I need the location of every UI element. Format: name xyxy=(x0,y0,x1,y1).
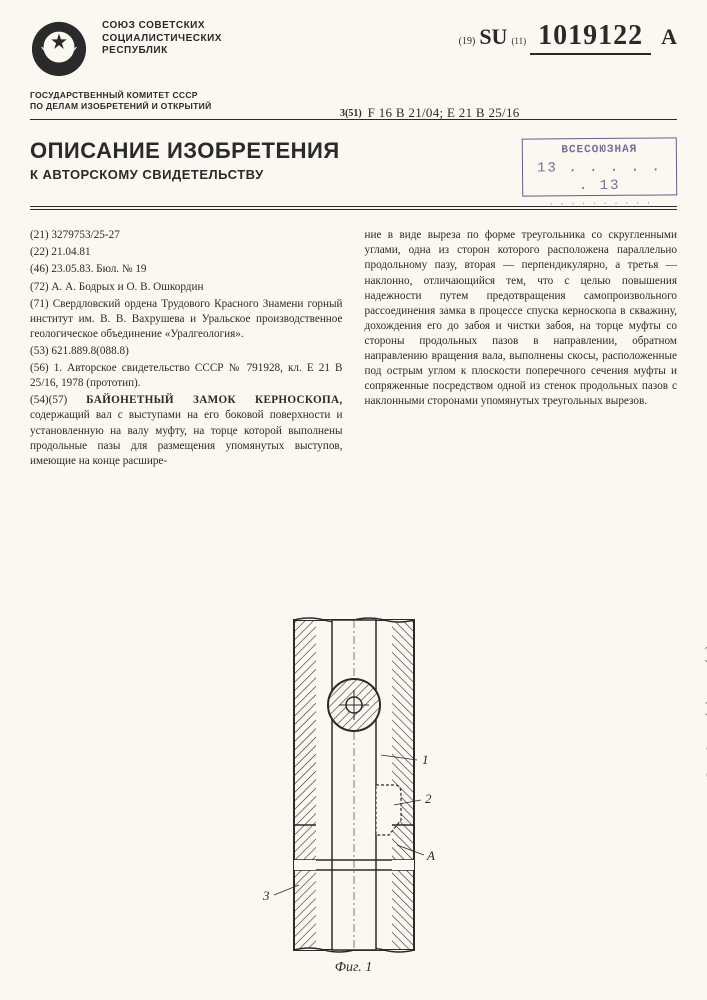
field-56: (56) 1. Авторское свидетельство СССР № 7… xyxy=(30,361,343,391)
field-71: (71) Свердловский ордена Трудового Красн… xyxy=(30,297,343,342)
pub-kind: A xyxy=(701,844,707,860)
column-right: ние в виде выреза по форме треугольника … xyxy=(365,228,678,471)
committee-line: ГОСУДАРСТВЕННЫЙ КОМИТЕТ СССР xyxy=(30,90,677,101)
title-block: ОПИСАНИЕ ИЗОБРЕТЕНИЯ К АВТОРСКОМУ СВИДЕТ… xyxy=(30,138,677,196)
svg-text:2: 2 xyxy=(425,791,432,806)
body-columns: (21) 3279753/25-27 (22) 21.04.81 (46) 23… xyxy=(30,228,677,471)
sub-title: К АВТОРСКОМУ СВИДЕТЕЛЬСТВУ xyxy=(30,167,502,182)
field-53: (53) 621.889.8(088.8) xyxy=(30,344,343,359)
invention-title: БАЙОНЕТНЫЙ ЗАМОК КЕРНОСКОПА, xyxy=(86,394,342,406)
ipc-classification: 3(51) F 16 B 21/04; E 21 B 25/16 xyxy=(340,105,520,121)
main-title: ОПИСАНИЕ ИЗОБРЕТЕНИЯ xyxy=(30,138,502,164)
ipc-codes: F 16 B 21/04; E 21 B 25/16 xyxy=(368,105,520,121)
publication-number: (19) SU (11) 1019122 A xyxy=(459,20,677,55)
pub-num: 1019122 xyxy=(699,720,707,834)
divider xyxy=(30,209,677,210)
field-21: (21) 3279753/25-27 xyxy=(30,228,343,243)
header: СОЮЗ СОВЕТСКИХ СОЦИАЛИСТИЧЕСКИХ РЕСПУБЛИ… xyxy=(30,20,677,78)
ipc-prefix: 3(51) xyxy=(340,108,362,119)
pub-kind: A xyxy=(661,24,677,50)
ussr-emblem-icon xyxy=(30,20,88,78)
library-stamp: ВСЕСОЮЗНАЯ 13 . . . . . . 13 . . . . . .… xyxy=(522,138,678,197)
pub-country: SU xyxy=(479,24,507,50)
field-46: (46) 23.05.83. Бюл. № 19 xyxy=(30,262,343,277)
field-22: (22) 21.04.81 xyxy=(30,245,343,260)
patent-page: СОЮЗ СОВЕТСКИХ СОЦИАЛИСТИЧЕСКИХ РЕСПУБЛИ… xyxy=(0,0,707,1000)
pub-idx: (11) xyxy=(511,36,526,46)
union-line: СОЦИАЛИСТИЧЕСКИХ xyxy=(102,33,222,46)
field-54: (54)(57) БАЙОНЕТНЫЙ ЗАМОК КЕРНОСКОПА, со… xyxy=(30,393,343,469)
stamp-line: . . . . . . . . . . xyxy=(529,196,670,209)
stamp-line: ВСЕСОЮЗНАЯ xyxy=(529,143,670,159)
svg-text:1: 1 xyxy=(422,752,429,767)
svg-text:3: 3 xyxy=(262,888,270,903)
side-publication-number: (19) SU (11) 1019122 A xyxy=(699,646,707,860)
abstract-continuation: ние в виде выреза по форме треугольника … xyxy=(365,229,678,407)
svg-text:A: A xyxy=(426,848,435,863)
union-line: РЕСПУБЛИК xyxy=(102,45,222,58)
pub-country: SU xyxy=(700,667,707,698)
field-72: (72) А. А. Бодрых и О. В. Ошкордин xyxy=(30,280,343,295)
pub-num: 1019122 xyxy=(530,20,651,55)
figure-caption: Фиг. 1 xyxy=(335,960,373,976)
pub-prefix: (19) xyxy=(459,36,476,47)
abstract-start: содержащий вал с выступами на его боково… xyxy=(30,409,343,466)
column-left: (21) 3279753/25-27 (22) 21.04.81 (46) 23… xyxy=(30,228,343,471)
union-line: СОЮЗ СОВЕТСКИХ xyxy=(102,20,222,33)
union-text: СОЮЗ СОВЕТСКИХ СОЦИАЛИСТИЧЕСКИХ РЕСПУБЛИ… xyxy=(102,20,222,58)
title-left: ОПИСАНИЕ ИЗОБРЕТЕНИЯ К АВТОРСКОМУ СВИДЕТ… xyxy=(30,138,502,182)
figure-1: 1 2 A 3 Фиг. 1 xyxy=(239,610,469,980)
field-54-code: (54)(57) xyxy=(30,394,86,406)
stamp-line: 13 . . . . . . 13 xyxy=(529,159,670,197)
